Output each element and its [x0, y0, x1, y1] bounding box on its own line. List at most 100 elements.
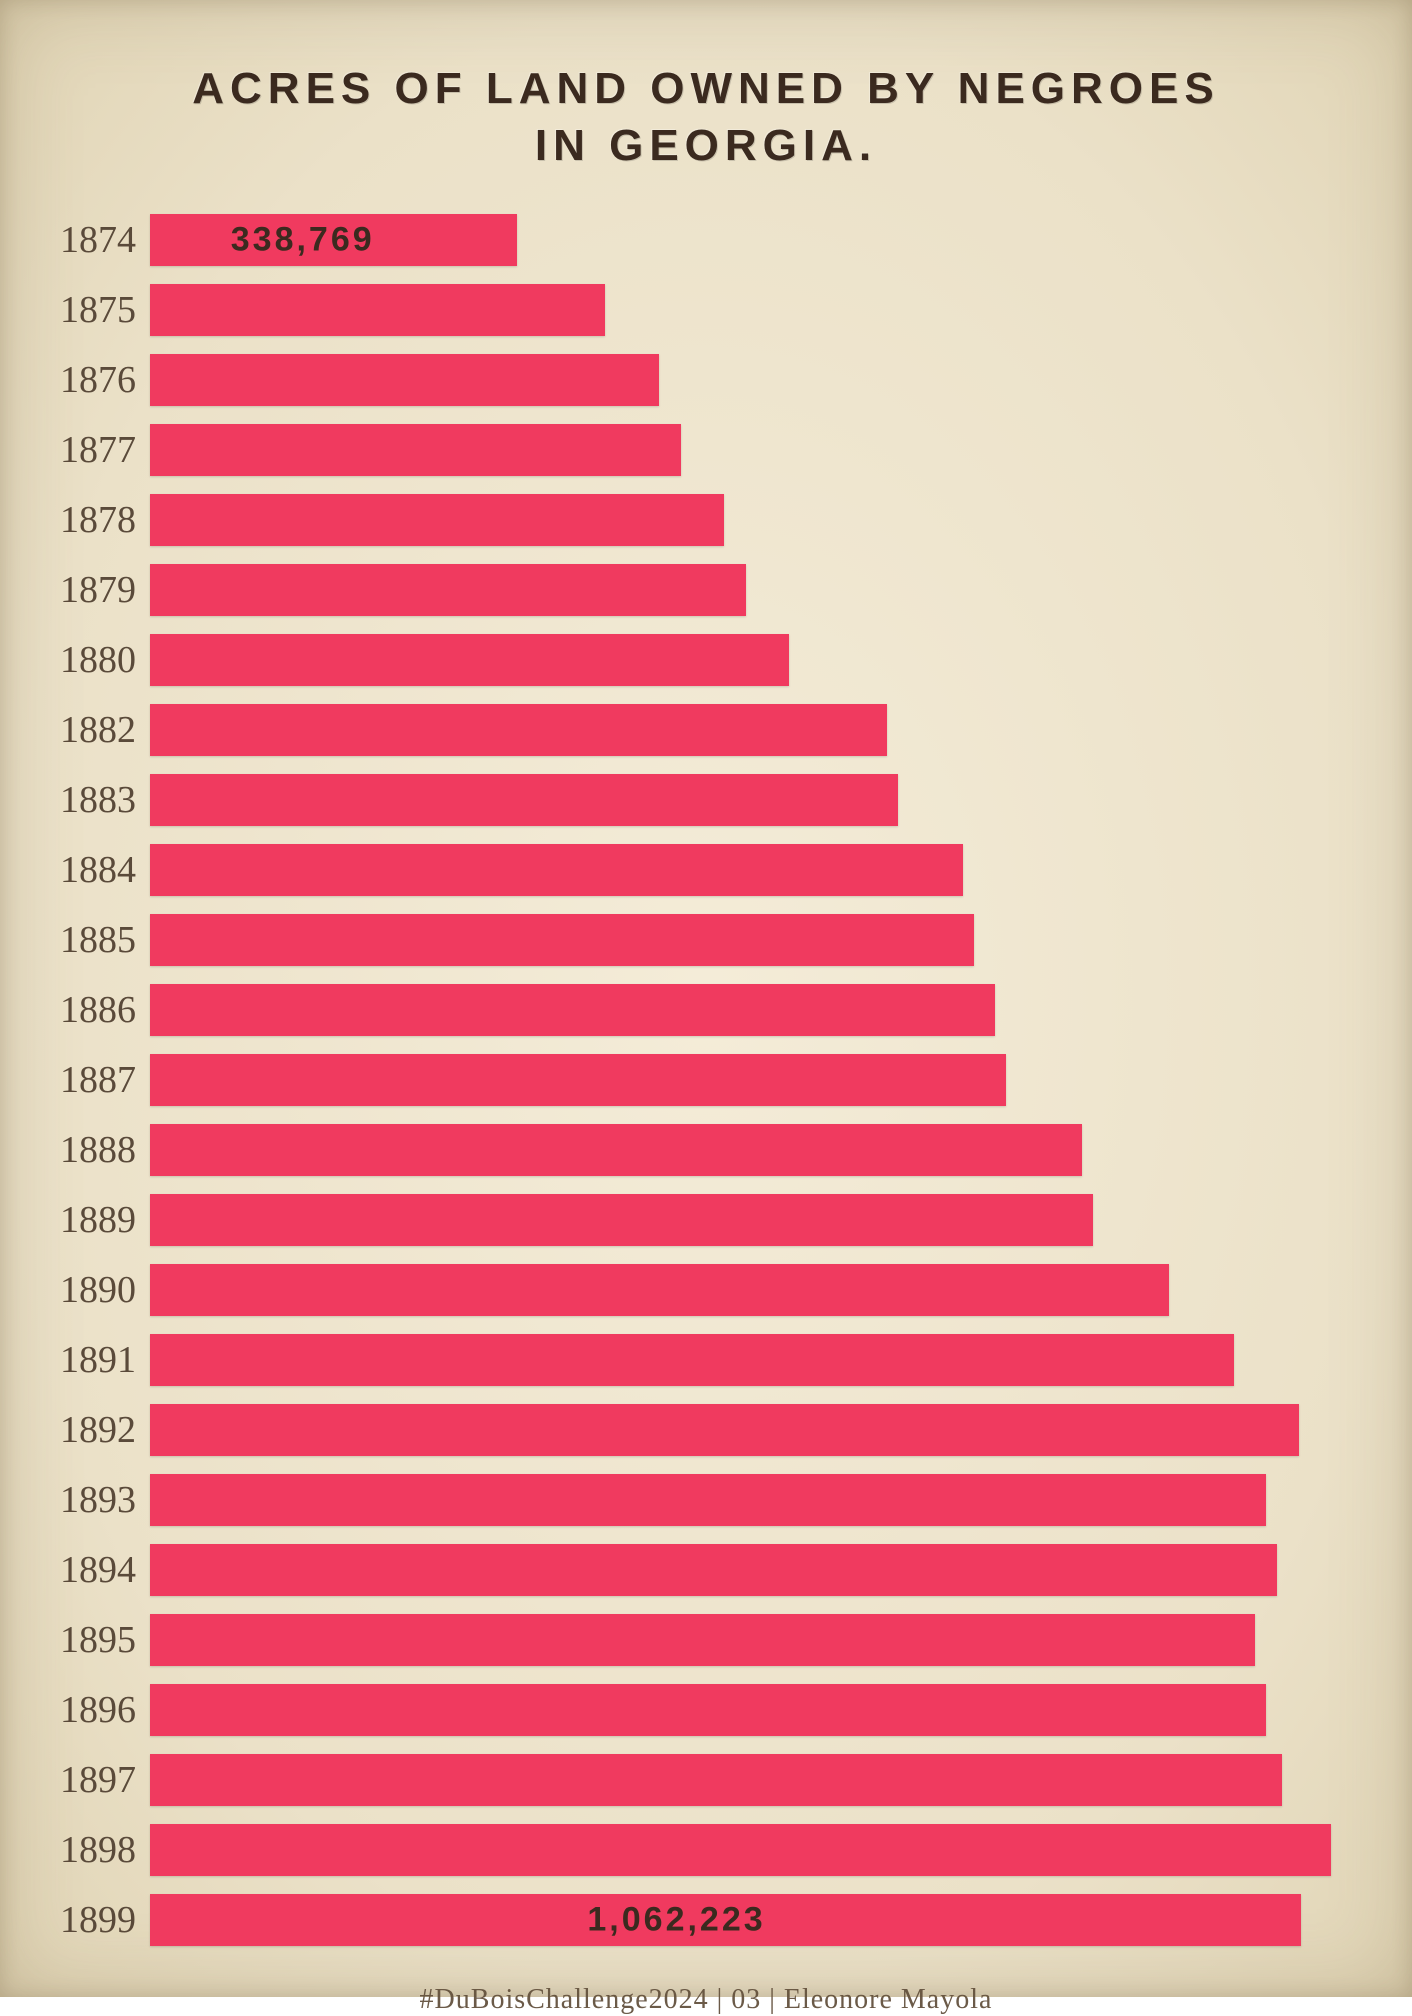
bar-track — [150, 1124, 1342, 1176]
bar-track — [150, 1404, 1342, 1456]
bar-row: 18991,062,223 — [50, 1894, 1342, 1946]
bar-track — [150, 284, 1342, 336]
bar-track — [150, 1334, 1342, 1386]
bar-row: 1888 — [50, 1124, 1342, 1176]
bar-row: 1895 — [50, 1614, 1342, 1666]
bar-row: 1892 — [50, 1404, 1342, 1456]
bar-row: 1885 — [50, 914, 1342, 966]
year-label: 1886 — [50, 988, 150, 1032]
bar-value-label: 338,769 — [231, 221, 375, 260]
year-label: 1893 — [50, 1478, 150, 1522]
bar-row: 1875 — [50, 284, 1342, 336]
bar-row: 1893 — [50, 1474, 1342, 1526]
chart-footer: #DuBoisChallenge2024 | 03 | Eleonore May… — [40, 1984, 1372, 2016]
bar-chart: 1874 338,769 1875 1876 1877 1878 1879 1880 1882 1… — [40, 214, 1372, 1964]
bar-row: 1887 — [50, 1054, 1342, 1106]
bar-track — [150, 1474, 1342, 1526]
year-label: 1894 — [50, 1548, 150, 1592]
bar — [150, 1194, 1093, 1246]
bar — [150, 1054, 1006, 1106]
bar — [150, 284, 605, 336]
bar-row: 1876 — [50, 354, 1342, 406]
bar-track — [150, 1824, 1342, 1876]
bar — [150, 1684, 1266, 1736]
bar-track — [150, 1194, 1342, 1246]
bar-row: 1884 — [50, 844, 1342, 896]
bar-track — [150, 774, 1342, 826]
bar-row: 1898 — [50, 1824, 1342, 1876]
year-label: 1888 — [50, 1128, 150, 1172]
bar-row: 1883 — [50, 774, 1342, 826]
year-label: 1890 — [50, 1268, 150, 1312]
year-label: 1876 — [50, 358, 150, 402]
bar-row: 1882 — [50, 704, 1342, 756]
title-line-2: IN GEORGIA. — [535, 121, 877, 170]
bar-track — [150, 984, 1342, 1036]
bar-row: 1878 — [50, 494, 1342, 546]
year-label: 1875 — [50, 288, 150, 332]
bar — [150, 1334, 1234, 1386]
bar — [150, 1754, 1282, 1806]
bar-track: 1,062,223 — [150, 1894, 1342, 1946]
bar — [150, 1614, 1255, 1666]
bar — [150, 1824, 1331, 1876]
year-label: 1895 — [50, 1618, 150, 1662]
bar-row: 1894 — [50, 1544, 1342, 1596]
bar-row: 1890 — [50, 1264, 1342, 1316]
bar — [150, 984, 995, 1036]
year-label: 1898 — [50, 1828, 150, 1872]
year-label: 1874 — [50, 218, 150, 262]
year-label: 1887 — [50, 1058, 150, 1102]
bar — [150, 1474, 1266, 1526]
bar-row: 1879 — [50, 564, 1342, 616]
year-label: 1889 — [50, 1198, 150, 1242]
bar-track — [150, 1054, 1342, 1106]
bar — [150, 1544, 1277, 1596]
year-label: 1896 — [50, 1688, 150, 1732]
bar: 1,062,223 — [150, 1894, 1301, 1946]
year-label: 1877 — [50, 428, 150, 472]
bar — [150, 1124, 1082, 1176]
year-label: 1880 — [50, 638, 150, 682]
title-line-1: ACRES OF LAND OWNED BY NEGROES — [192, 64, 1219, 113]
bar — [150, 1404, 1299, 1456]
year-label: 1891 — [50, 1338, 150, 1382]
bar-track — [150, 1264, 1342, 1316]
page-container: ACRES OF LAND OWNED BY NEGROES IN GEORGI… — [0, 0, 1412, 1997]
bar-row: 1880 — [50, 634, 1342, 686]
bar: 338,769 — [150, 214, 517, 266]
bar — [150, 354, 659, 406]
bar-track — [150, 1544, 1342, 1596]
bar-row: 1897 — [50, 1754, 1342, 1806]
year-label: 1892 — [50, 1408, 150, 1452]
bar-track — [150, 1754, 1342, 1806]
bar-track — [150, 1684, 1342, 1736]
bar — [150, 494, 724, 546]
year-label: 1882 — [50, 708, 150, 752]
bar — [150, 704, 887, 756]
year-label: 1897 — [50, 1758, 150, 1802]
bar-track: 338,769 — [150, 214, 1342, 266]
bar — [150, 1264, 1169, 1316]
bar-track — [150, 704, 1342, 756]
bar-track — [150, 354, 1342, 406]
bar-track — [150, 634, 1342, 686]
year-label: 1885 — [50, 918, 150, 962]
chart-title: ACRES OF LAND OWNED BY NEGROES IN GEORGI… — [40, 60, 1372, 174]
bar-track — [150, 424, 1342, 476]
year-label: 1879 — [50, 568, 150, 612]
year-label: 1884 — [50, 848, 150, 892]
bar — [150, 634, 789, 686]
bar-track — [150, 844, 1342, 896]
bar-row: 1896 — [50, 1684, 1342, 1736]
bar — [150, 564, 746, 616]
bar-row: 1886 — [50, 984, 1342, 1036]
bar-row: 1877 — [50, 424, 1342, 476]
bar-row: 1874 338,769 — [50, 214, 1342, 266]
bar — [150, 424, 681, 476]
bar — [150, 774, 898, 826]
bar-row: 1889 — [50, 1194, 1342, 1246]
bar-track — [150, 1614, 1342, 1666]
bar-track — [150, 914, 1342, 966]
bar-value-label: 1,062,223 — [587, 1901, 765, 1940]
